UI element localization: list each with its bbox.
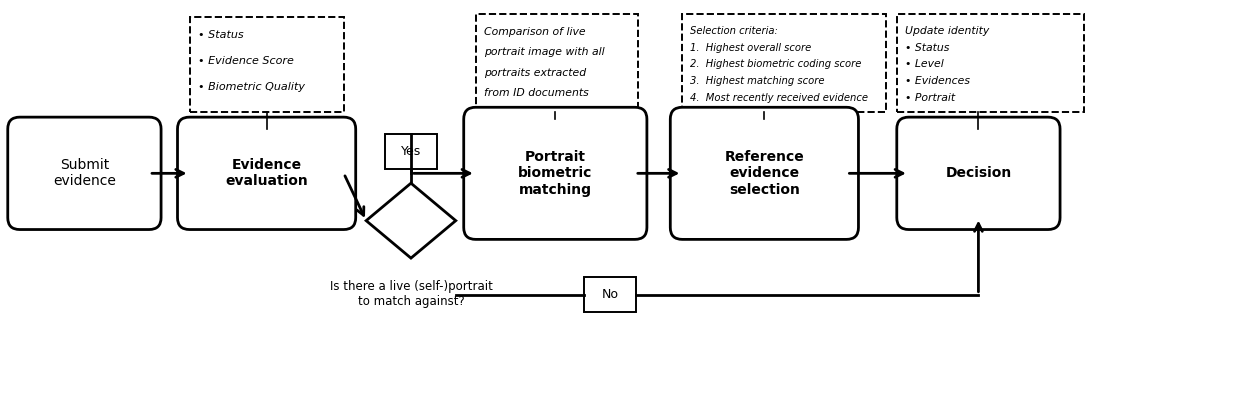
FancyBboxPatch shape	[670, 107, 859, 239]
FancyBboxPatch shape	[464, 107, 648, 239]
Bar	[584, 277, 636, 312]
Text: • Status: • Status	[905, 43, 949, 53]
Text: 2.  Highest biometric coding score: 2. Highest biometric coding score	[690, 59, 861, 70]
Bar	[896, 14, 1084, 112]
Text: from ID documents: from ID documents	[484, 88, 589, 99]
Bar	[385, 134, 436, 169]
Text: Yes: Yes	[401, 145, 421, 158]
Text: • Level: • Level	[905, 59, 944, 70]
FancyBboxPatch shape	[896, 117, 1060, 230]
Text: Reference
evidence
selection: Reference evidence selection	[725, 150, 804, 196]
Text: Is there a live (self-)portrait
to match against?: Is there a live (self-)portrait to match…	[330, 280, 492, 308]
Text: • Evidence Score: • Evidence Score	[198, 56, 294, 66]
Text: No: No	[601, 288, 619, 301]
Text: Selection criteria:: Selection criteria:	[690, 26, 778, 36]
Text: 3.  Highest matching score: 3. Highest matching score	[690, 76, 824, 86]
FancyBboxPatch shape	[177, 117, 356, 230]
Text: Evidence
evaluation: Evidence evaluation	[225, 158, 308, 188]
Text: Decision: Decision	[945, 166, 1011, 180]
Text: • Biometric Quality: • Biometric Quality	[198, 82, 305, 92]
Text: Comparison of live: Comparison of live	[484, 27, 585, 37]
Text: Update identity: Update identity	[905, 26, 989, 36]
Text: Submit
evidence: Submit evidence	[52, 158, 116, 188]
Bar	[681, 14, 886, 112]
Text: • Evidences: • Evidences	[905, 76, 970, 86]
Polygon shape	[366, 183, 456, 258]
Text: • Status: • Status	[198, 30, 244, 40]
Text: portraits extracted: portraits extracted	[484, 68, 586, 78]
Text: 4.  Most recently received evidence: 4. Most recently received evidence	[690, 93, 868, 103]
Bar	[476, 14, 638, 112]
Text: portrait image with all: portrait image with all	[484, 47, 604, 57]
Text: • Portrait: • Portrait	[905, 93, 955, 103]
Text: 1.  Highest overall score: 1. Highest overall score	[690, 43, 811, 53]
Bar	[190, 17, 344, 112]
FancyBboxPatch shape	[8, 117, 161, 230]
Text: Portrait
biometric
matching: Portrait biometric matching	[518, 150, 592, 196]
